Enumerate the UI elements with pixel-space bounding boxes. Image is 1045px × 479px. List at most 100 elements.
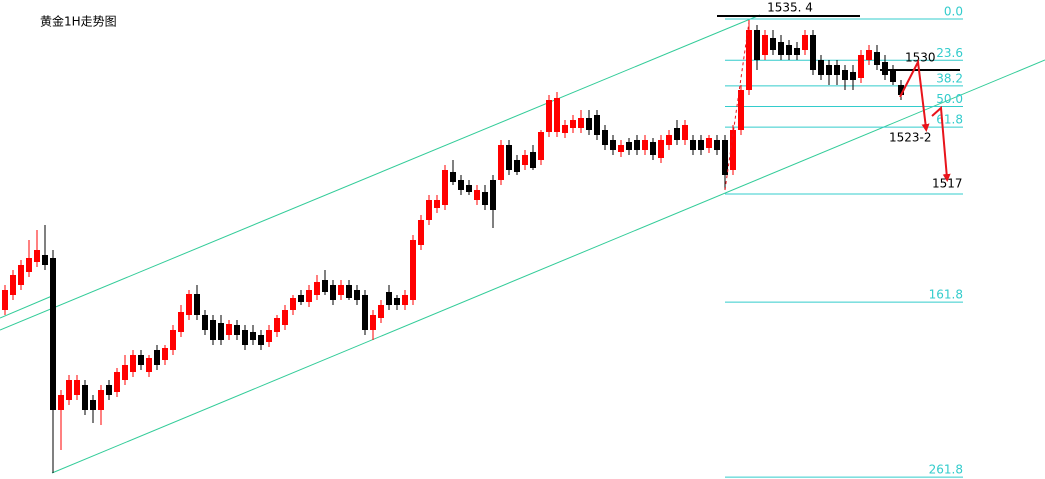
candle-body — [642, 140, 648, 150]
candle-body — [274, 318, 280, 332]
candle-body — [658, 140, 664, 158]
fib-label: 38.2 — [936, 71, 963, 85]
candle-body — [898, 85, 904, 95]
candle-body — [34, 250, 40, 262]
candle-body — [226, 324, 232, 335]
candle-body — [714, 140, 720, 150]
candle-body — [794, 48, 800, 55]
target-label: 1523-2 — [889, 131, 932, 145]
fib-label: 50.0 — [936, 92, 963, 106]
candle-body — [834, 65, 840, 75]
candle-body — [402, 295, 408, 305]
candle-body — [706, 138, 712, 148]
candle-body — [674, 128, 680, 140]
candle-body — [826, 65, 832, 75]
candle-body — [306, 290, 312, 302]
candle-body — [386, 292, 392, 305]
candle-body — [106, 385, 112, 395]
resistance-label: 1530 — [905, 51, 936, 65]
candle-body — [194, 294, 200, 315]
candle-body — [610, 140, 616, 150]
candle-body — [138, 355, 144, 365]
candle-body — [210, 320, 216, 340]
candle-body — [122, 365, 128, 380]
fib-label: 261.8 — [929, 463, 963, 477]
candle-body — [882, 62, 888, 75]
candle-body — [802, 35, 808, 50]
channel-line — [0, 14, 761, 331]
candle-body — [10, 275, 16, 295]
candle-body — [474, 190, 480, 200]
candle-body — [626, 142, 632, 150]
candle-body — [490, 180, 496, 210]
candle-body — [90, 400, 96, 410]
channel-lines — [0, 14, 1045, 474]
candle-body — [146, 358, 152, 372]
candle-body — [66, 380, 72, 400]
candle-body — [186, 294, 192, 315]
candle-body — [466, 185, 472, 192]
candle-body — [594, 115, 600, 135]
candle-body — [322, 280, 328, 292]
high-label: 1535. 4 — [767, 1, 813, 15]
candle-body — [578, 118, 584, 128]
fib-label: 161.8 — [929, 288, 963, 302]
candle-body — [218, 323, 224, 340]
candle-body — [58, 395, 64, 410]
candle-body — [250, 332, 256, 340]
candle-body — [234, 325, 240, 335]
fib-label: 0.0 — [944, 5, 963, 19]
candle-body — [586, 118, 592, 130]
candle-body — [810, 35, 816, 70]
candle-body — [458, 180, 464, 190]
candle-body — [18, 265, 24, 285]
candle-body — [370, 315, 376, 330]
candle-body — [818, 60, 824, 75]
candle-body — [690, 140, 696, 150]
candle-body — [618, 145, 624, 152]
candle-body — [682, 125, 688, 140]
chart-title: 黄金1H走势图 — [40, 14, 117, 29]
annotations: 1535. 4 1530 1523-2 1517 — [717, 1, 963, 191]
candle-body — [498, 145, 504, 180]
candle-body — [890, 70, 896, 82]
candle-body — [514, 160, 520, 172]
candle-body — [98, 390, 104, 410]
candle-body — [666, 135, 672, 145]
candle-body — [410, 240, 416, 300]
candle-body — [418, 220, 424, 245]
candle-body — [730, 130, 736, 170]
candle-body — [242, 330, 248, 345]
candle-body — [562, 125, 568, 133]
candle-body — [842, 70, 848, 80]
candle-body — [850, 72, 856, 80]
candle-body — [482, 192, 488, 205]
candle-body — [442, 170, 448, 205]
candle-body — [154, 350, 160, 365]
candle-body — [170, 330, 176, 350]
candle-body — [130, 355, 136, 372]
candle-body — [82, 385, 88, 410]
candle-body — [26, 258, 32, 272]
candle-body — [202, 315, 208, 330]
candle-body — [778, 42, 784, 55]
candle-body — [858, 55, 864, 78]
candle-body — [506, 145, 512, 170]
candle-body — [866, 50, 872, 60]
candle-body — [266, 330, 272, 342]
candle-body — [786, 45, 792, 55]
candle-body — [362, 295, 368, 330]
candle-body — [330, 285, 336, 300]
candle-body — [378, 305, 384, 318]
candle-body — [178, 312, 184, 332]
candle-body — [74, 380, 80, 395]
fib-label: 23.6 — [936, 46, 963, 60]
channel-line — [51, 59, 1045, 474]
candle-body — [2, 290, 8, 310]
candle-body — [634, 140, 640, 150]
candle-body — [602, 130, 608, 145]
fib-label: 61.8 — [936, 113, 963, 127]
candle-body — [162, 348, 168, 360]
candle-body — [762, 35, 768, 55]
